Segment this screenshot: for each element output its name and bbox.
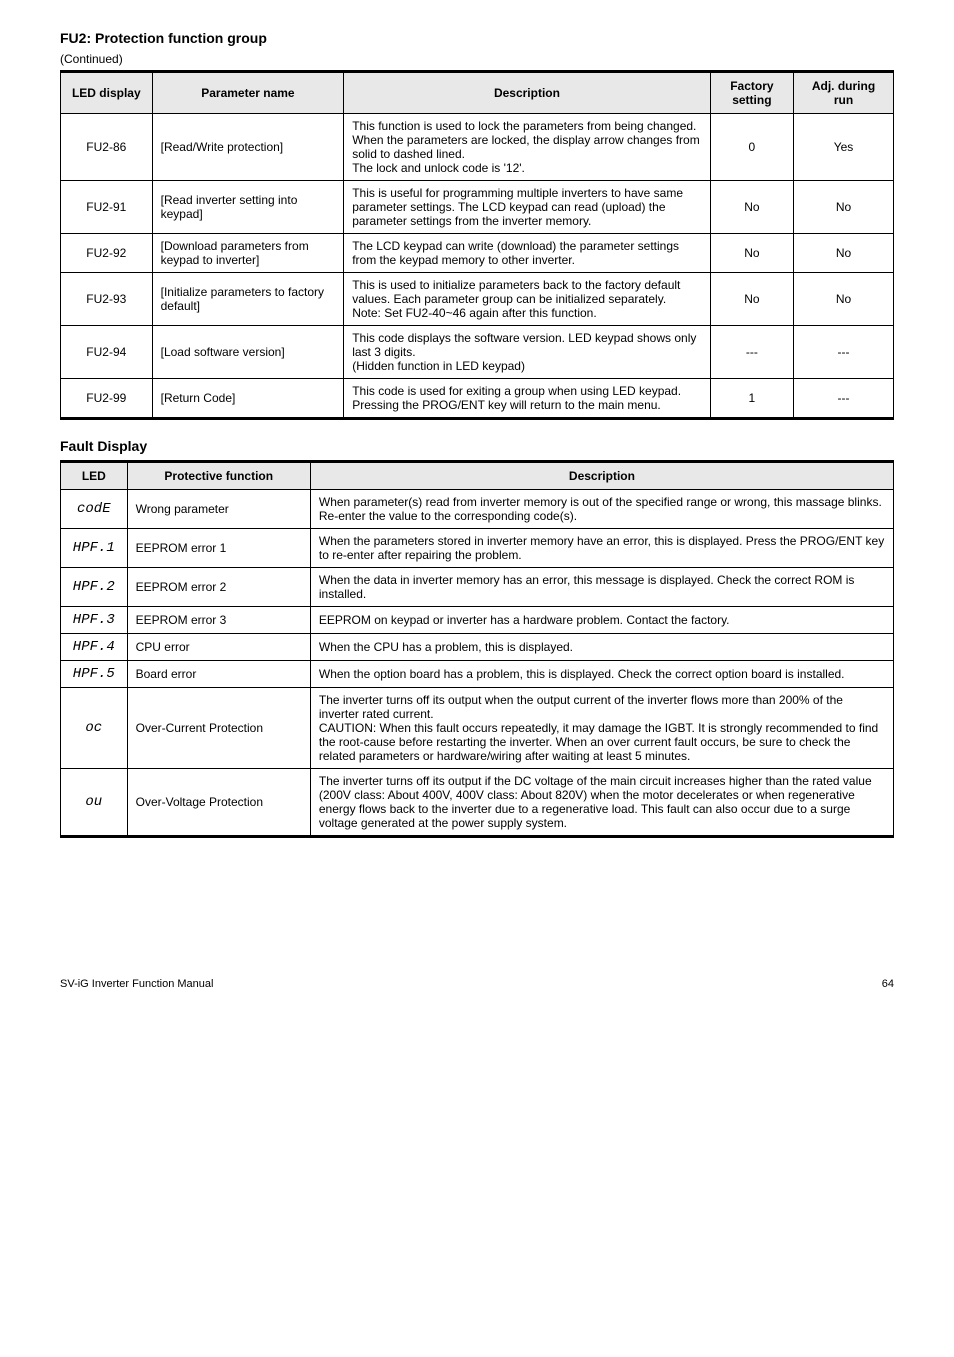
fu2-row: FU2-93[Initialize parameters to factory … bbox=[61, 273, 894, 326]
fault-name: EEPROM error 1 bbox=[127, 529, 310, 568]
fault-desc: When parameter(s) read from inverter mem… bbox=[310, 490, 893, 529]
fu2-row: FU2-92[Download parameters from keypad t… bbox=[61, 234, 894, 273]
fault-code: ou bbox=[61, 769, 128, 837]
fu2-cell: [Return Code] bbox=[152, 379, 344, 419]
fu2-cell: FU2-86 bbox=[61, 114, 153, 181]
fu2-cell: No bbox=[710, 181, 793, 234]
fu2-cell: [Read inverter setting into keypad] bbox=[152, 181, 344, 234]
fu2-table: LED displayParameter nameDescriptionFact… bbox=[60, 70, 894, 420]
fault-table-header: LEDProtective functionDescription bbox=[61, 462, 894, 490]
fu2-cell: No bbox=[710, 273, 793, 326]
fu2-cell: No bbox=[794, 273, 894, 326]
fault-row: ocOver-Current ProtectionThe inverter tu… bbox=[61, 688, 894, 769]
fault-desc: When the data in inverter memory has an … bbox=[310, 568, 893, 607]
fault-th-0: LED bbox=[61, 462, 128, 490]
footer-product: SV-iG Inverter Function Manual bbox=[60, 978, 213, 990]
fu2-cell: The LCD keypad can write (download) the … bbox=[344, 234, 711, 273]
fu2-cell: --- bbox=[794, 326, 894, 379]
fault-name: Over-Voltage Protection bbox=[127, 769, 310, 837]
fault-code: codE bbox=[61, 490, 128, 529]
fault-desc: EEPROM on keypad or inverter has a hardw… bbox=[310, 607, 893, 634]
fu2-row: FU2-99[Return Code]This code is used for… bbox=[61, 379, 894, 419]
fu2-th-2: Description bbox=[344, 72, 711, 114]
fault-name: EEPROM error 2 bbox=[127, 568, 310, 607]
fault-code: HPF.1 bbox=[61, 529, 128, 568]
fu2-cell: --- bbox=[710, 326, 793, 379]
section1-caption: (Continued) bbox=[60, 52, 894, 66]
fu2-cell: 1 bbox=[710, 379, 793, 419]
fault-name: Over-Current Protection bbox=[127, 688, 310, 769]
fu2-cell: This code is used for exiting a group wh… bbox=[344, 379, 711, 419]
fu2-cell: No bbox=[794, 181, 894, 234]
fault-code: HPF.5 bbox=[61, 661, 128, 688]
fu2-cell: [Initialize parameters to factory defaul… bbox=[152, 273, 344, 326]
fault-code: HPF.3 bbox=[61, 607, 128, 634]
fu2-cell: This is useful for programming multiple … bbox=[344, 181, 711, 234]
fu2-row: FU2-86[Read/Write protection]This functi… bbox=[61, 114, 894, 181]
section1-title: FU2: Protection function group bbox=[60, 30, 894, 46]
fu2-cell: This is used to initialize parameters ba… bbox=[344, 273, 711, 326]
fu2-cell: 0 bbox=[710, 114, 793, 181]
fault-name: EEPROM error 3 bbox=[127, 607, 310, 634]
fault-desc: When the CPU has a problem, this is disp… bbox=[310, 634, 893, 661]
fu2-cell: [Load software version] bbox=[152, 326, 344, 379]
fault-row: ouOver-Voltage ProtectionThe inverter tu… bbox=[61, 769, 894, 837]
fault-th-1: Protective function bbox=[127, 462, 310, 490]
fault-desc: When the option board has a problem, thi… bbox=[310, 661, 893, 688]
fu2-cell: No bbox=[710, 234, 793, 273]
fault-row: HPF.4CPU errorWhen the CPU has a problem… bbox=[61, 634, 894, 661]
fu2-row: FU2-94[Load software version]This code d… bbox=[61, 326, 894, 379]
fault-code: HPF.2 bbox=[61, 568, 128, 607]
fu2-th-3: Factory setting bbox=[710, 72, 793, 114]
page-footer: SV-iG Inverter Function Manual 64 bbox=[60, 978, 894, 990]
fault-name: CPU error bbox=[127, 634, 310, 661]
fault-code: oc bbox=[61, 688, 128, 769]
fu2-cell: Yes bbox=[794, 114, 894, 181]
fault-desc: When the parameters stored in inverter m… bbox=[310, 529, 893, 568]
fault-row: HPF.1EEPROM error 1When the parameters s… bbox=[61, 529, 894, 568]
fault-desc: The inverter turns off its output when t… bbox=[310, 688, 893, 769]
fu2-cell: FU2-91 bbox=[61, 181, 153, 234]
fu2-row: FU2-91[Read inverter setting into keypad… bbox=[61, 181, 894, 234]
fu2-table-header: LED displayParameter nameDescriptionFact… bbox=[61, 72, 894, 114]
fu2-cell: This function is used to lock the parame… bbox=[344, 114, 711, 181]
fu2-cell: FU2-99 bbox=[61, 379, 153, 419]
footer-page: 64 bbox=[882, 978, 894, 990]
fu2-cell: FU2-92 bbox=[61, 234, 153, 273]
fault-name: Wrong parameter bbox=[127, 490, 310, 529]
fu2-th-0: LED display bbox=[61, 72, 153, 114]
fault-table: LEDProtective functionDescription codEWr… bbox=[60, 460, 894, 838]
fu2-th-4: Adj. during run bbox=[794, 72, 894, 114]
fault-row: HPF.5Board errorWhen the option board ha… bbox=[61, 661, 894, 688]
fault-th-2: Description bbox=[310, 462, 893, 490]
fault-code: HPF.4 bbox=[61, 634, 128, 661]
fu2-cell: [Read/Write protection] bbox=[152, 114, 344, 181]
fault-name: Board error bbox=[127, 661, 310, 688]
fault-desc: The inverter turns off its output if the… bbox=[310, 769, 893, 837]
fu2-cell: FU2-94 bbox=[61, 326, 153, 379]
fu2-cell: --- bbox=[794, 379, 894, 419]
fu2-cell: FU2-93 bbox=[61, 273, 153, 326]
fu2-cell: This code displays the software version.… bbox=[344, 326, 711, 379]
fault-row: codEWrong parameterWhen parameter(s) rea… bbox=[61, 490, 894, 529]
fu2-th-1: Parameter name bbox=[152, 72, 344, 114]
section2-title: Fault Display bbox=[60, 438, 894, 454]
fu2-cell: [Download parameters from keypad to inve… bbox=[152, 234, 344, 273]
fu2-cell: No bbox=[794, 234, 894, 273]
fault-row: HPF.2EEPROM error 2When the data in inve… bbox=[61, 568, 894, 607]
fault-row: HPF.3EEPROM error 3EEPROM on keypad or i… bbox=[61, 607, 894, 634]
